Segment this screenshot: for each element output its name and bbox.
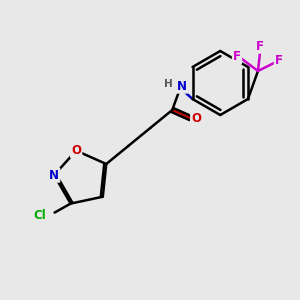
Text: N: N xyxy=(177,80,187,92)
Text: N: N xyxy=(49,169,59,182)
Text: O: O xyxy=(71,144,81,157)
Text: Cl: Cl xyxy=(34,209,46,222)
Text: H: H xyxy=(164,79,172,89)
Text: F: F xyxy=(233,50,241,64)
Text: O: O xyxy=(191,112,201,124)
Text: F: F xyxy=(256,40,264,52)
Text: F: F xyxy=(275,55,283,68)
